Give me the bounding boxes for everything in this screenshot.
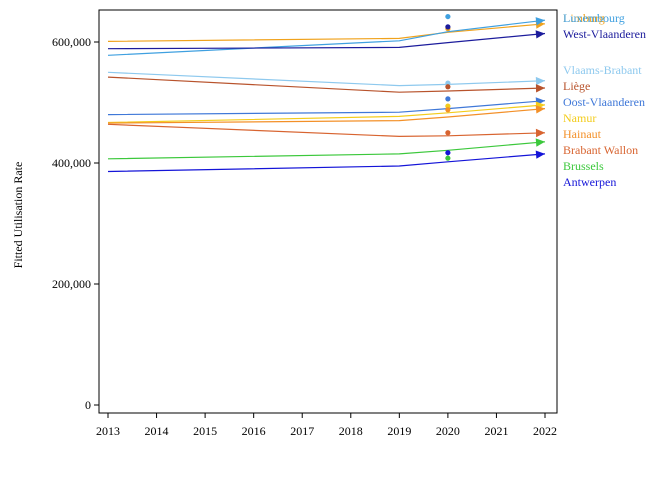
series-arrowhead xyxy=(535,76,545,86)
series-point xyxy=(445,24,451,30)
series-line xyxy=(107,108,546,124)
x-tick-label: 2013 xyxy=(96,424,120,438)
x-tick-label: 2015 xyxy=(193,424,217,438)
series-point xyxy=(445,80,451,86)
series-label: Vlaams-Brabant xyxy=(563,63,642,77)
series-line xyxy=(107,71,546,87)
x-tick-label: 2016 xyxy=(242,424,266,438)
series-lines xyxy=(107,17,546,173)
series-line xyxy=(107,23,546,42)
series-point xyxy=(445,84,451,90)
x-tick-label: 2019 xyxy=(387,424,411,438)
plot-border xyxy=(98,9,558,414)
series-label: Luxembourg xyxy=(563,11,625,25)
series-label: Namur xyxy=(563,111,596,125)
series-arrowhead xyxy=(535,17,545,26)
series-arrowhead xyxy=(535,128,545,138)
series-point xyxy=(445,96,451,102)
y-axis: 0 200,000 400,000 600,000 xyxy=(52,35,99,412)
x-tick-label: 2018 xyxy=(339,424,363,438)
x-tick-label: 2021 xyxy=(484,424,508,438)
series-point xyxy=(445,107,451,113)
series-label: Antwerpen xyxy=(563,175,616,189)
series-line xyxy=(107,100,546,116)
series-points xyxy=(445,13,451,161)
plot-frame xyxy=(98,9,558,414)
x-tick-label: 2020 xyxy=(436,424,460,438)
series-line xyxy=(107,19,546,56)
series-arrowhead xyxy=(535,84,545,93)
y-tick-label: 400,000 xyxy=(52,156,91,170)
series-line xyxy=(107,104,546,124)
series-label: Hainaut xyxy=(563,127,602,141)
series-label: Oost-Vlaanderen xyxy=(563,95,645,109)
series-label: Brussels xyxy=(563,159,604,173)
series-label: Brabant Wallon xyxy=(563,143,638,157)
series-label: Limburg xyxy=(563,11,605,25)
series-point xyxy=(445,130,451,136)
series-point xyxy=(445,155,451,161)
y-tick-label: 200,000 xyxy=(52,277,91,291)
series-arrowhead xyxy=(535,30,545,39)
x-tick-label: 2014 xyxy=(145,424,169,438)
y-tick-label: 0 xyxy=(85,398,91,412)
series-point xyxy=(445,13,451,20)
series-line xyxy=(107,76,546,93)
series-arrowhead xyxy=(535,138,545,147)
series-label: Liège xyxy=(563,79,590,93)
series-arrowhead xyxy=(535,105,545,114)
series-line xyxy=(107,123,546,138)
x-tick-label: 2017 xyxy=(290,424,314,438)
series-line xyxy=(107,141,546,160)
y-axis-title: Fitted Utilisation Rate xyxy=(11,162,25,269)
series-arrowhead xyxy=(535,150,545,159)
y-tick-label: 600,000 xyxy=(52,35,91,49)
series-point xyxy=(445,150,451,156)
x-tick-label: 2022 xyxy=(533,424,557,438)
series-line xyxy=(107,153,546,173)
x-axis: 2013 2014 2015 2016 2017 2018 2019 2020 2021 2022 xyxy=(96,413,557,438)
series-point xyxy=(445,103,451,109)
series-label: West-Vlaanderen xyxy=(563,27,646,41)
series-line xyxy=(107,32,546,50)
